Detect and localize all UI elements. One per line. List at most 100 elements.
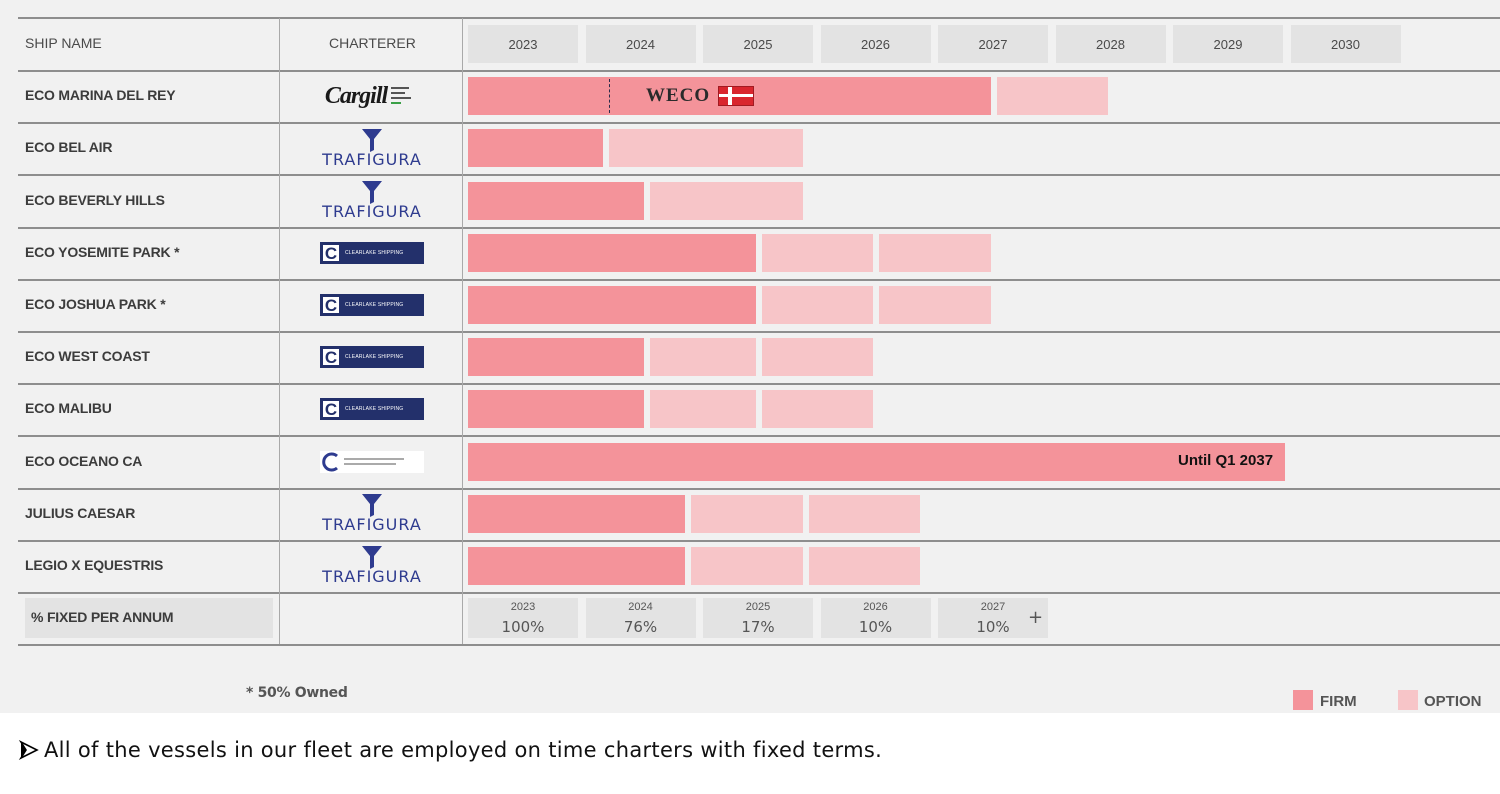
clearlake-c-icon: C xyxy=(323,348,339,368)
clearlake-logo-text: CLEARLAKE SHIPPING xyxy=(345,249,404,256)
firm-bar xyxy=(468,338,645,377)
cargill-logo: Cargill xyxy=(304,74,440,118)
ship-name: ECO BEL AIR xyxy=(25,139,113,156)
central-tankers-badge xyxy=(320,450,424,473)
option-bar xyxy=(650,181,803,220)
clearlake-logo-text: CLEARLAKE SHIPPING xyxy=(345,406,404,413)
clearlake-c-icon: C xyxy=(323,400,339,420)
grid-line xyxy=(18,70,1500,72)
trafigura-logo: TRAFIGURA xyxy=(304,544,440,588)
grid-line xyxy=(18,122,1500,125)
grid-line xyxy=(18,174,1500,177)
grid-line xyxy=(18,487,1500,490)
fixed-value: 100% xyxy=(501,618,545,636)
legend-firm-label: FIRM xyxy=(1320,693,1357,710)
ship-name: LEGIO X EQUESTRIS xyxy=(25,556,164,573)
weco-label: WECO xyxy=(646,85,711,107)
trafigura-logo-text: TRAFIGURA xyxy=(322,202,422,221)
weco-logo: WECO xyxy=(646,85,755,107)
legend-option-swatch xyxy=(1398,690,1418,710)
fixed-value: 10% xyxy=(976,618,1010,636)
year-header-2023: 2023 xyxy=(468,25,578,63)
year-header-2026: 2026 xyxy=(820,25,931,63)
year-header-2025: 2025 xyxy=(703,25,813,63)
year-header-2024: 2024 xyxy=(585,25,696,63)
ship-name: ECO WEST COAST xyxy=(25,348,150,365)
firm-bar xyxy=(468,442,1285,481)
ship-name: ECO OCEANO CA xyxy=(25,452,143,469)
fixed-year: 2023 xyxy=(510,601,536,613)
clearlake-c-icon: C xyxy=(323,295,339,315)
firm-bar xyxy=(468,494,686,533)
option-bar xyxy=(691,546,803,585)
trafigura-logo: TRAFIGURA xyxy=(304,126,440,170)
grid-line xyxy=(18,331,1500,333)
option-bar xyxy=(650,390,756,429)
central-tankers-text-icon xyxy=(344,457,404,465)
grid-line-top xyxy=(18,17,1500,19)
trafigura-funnel-icon xyxy=(362,181,382,204)
grid-line xyxy=(18,644,1500,647)
grid-line xyxy=(18,435,1500,438)
clearlake-badge: C CLEARLAKE SHIPPING xyxy=(320,293,424,316)
fixed-box-2026: 2026 10% xyxy=(820,598,931,638)
year-header-2029: 2029 xyxy=(1173,25,1283,63)
arrow-bullet-icon xyxy=(18,740,39,760)
trafigura-logo-text: TRAFIGURA xyxy=(322,515,422,535)
fixed-label-box: % FIXED PER ANNUM xyxy=(25,598,273,638)
firm-bar xyxy=(468,129,604,168)
firm-bar xyxy=(468,285,756,324)
option-bar xyxy=(879,233,991,272)
central-tankers-logo xyxy=(304,440,440,484)
fixed-year: 2026 xyxy=(863,601,888,613)
grid-line xyxy=(18,383,1500,386)
grid-line xyxy=(18,278,1500,281)
clearlake-logo: C CLEARLAKE SHIPPING xyxy=(304,335,440,379)
fixed-box-2023: 2023 100% xyxy=(468,598,578,638)
firm-bar xyxy=(468,546,686,585)
fixed-year: 2027 xyxy=(980,601,1006,613)
legend-firm-swatch xyxy=(1293,690,1313,710)
clearlake-logo: C CLEARLAKE SHIPPING xyxy=(304,387,440,431)
fixed-box-2024: 2024 76% xyxy=(585,598,696,638)
option-bar xyxy=(996,77,1109,116)
fixed-year: 2025 xyxy=(745,601,771,613)
fixed-value: 10% xyxy=(858,618,893,636)
option-bar xyxy=(761,233,874,272)
clearlake-badge: C CLEARLAKE SHIPPING xyxy=(320,241,424,264)
year-header-2030: 2030 xyxy=(1290,25,1401,63)
firm-bar xyxy=(468,390,645,429)
ship-name: ECO YOSEMITE PARK * xyxy=(25,243,180,260)
clearlake-logo-text: CLEARLAKE SHIPPING xyxy=(345,354,404,361)
fixed-box-2025: 2025 17% xyxy=(703,598,813,638)
trafigura-logo-text: TRAFIGURA xyxy=(322,149,422,169)
fixed-plus-sign: + xyxy=(1028,607,1044,628)
option-bar xyxy=(761,390,874,429)
fixed-value: 17% xyxy=(741,618,775,636)
fixed-label: % FIXED PER ANNUM xyxy=(31,609,174,625)
footnote: * 50% Owned xyxy=(246,685,348,701)
option-bar xyxy=(808,494,921,533)
trafigura-logo: TRAFIGURA xyxy=(304,179,440,223)
bullet-line: All of the vessels in our fleet are empl… xyxy=(18,738,882,762)
trafigura-funnel-icon xyxy=(362,494,382,518)
grid-line xyxy=(18,592,1500,594)
option-bar xyxy=(879,285,991,324)
year-header-2027: 2027 xyxy=(938,25,1048,63)
clearlake-logo: C CLEARLAKE SHIPPING xyxy=(304,231,440,275)
option-bar xyxy=(609,129,803,168)
option-bar xyxy=(650,338,756,377)
cargill-wordmark: Cargill xyxy=(324,82,388,109)
firm-bar-label: Until Q1 2037 xyxy=(1178,451,1274,469)
clearlake-badge: C CLEARLAKE SHIPPING xyxy=(320,398,424,421)
trafigura-funnel-icon xyxy=(362,546,382,570)
cargill-tagline-icon xyxy=(391,87,412,105)
clearlake-badge: C CLEARLAKE SHIPPING xyxy=(320,346,424,369)
ship-name: ECO BEVERLY HILLS xyxy=(25,191,165,208)
bullet-text: All of the vessels in our fleet are empl… xyxy=(44,738,883,762)
clearlake-logo-text: CLEARLAKE SHIPPING xyxy=(345,301,404,308)
option-bar xyxy=(761,285,874,324)
fixed-year: 2024 xyxy=(628,601,653,613)
charter-change-marker xyxy=(609,79,610,114)
firm-bar xyxy=(468,233,756,272)
